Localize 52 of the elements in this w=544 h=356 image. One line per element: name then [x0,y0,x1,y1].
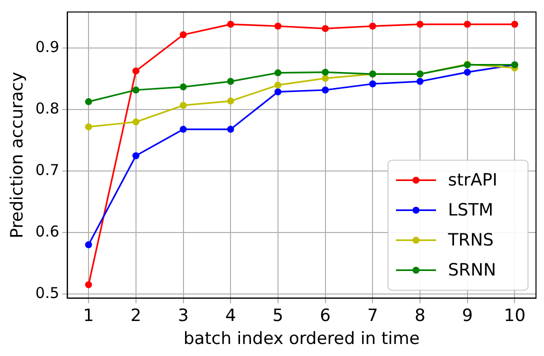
point [511,20,518,28]
point [274,82,282,89]
point [322,68,329,76]
x-tick-label: 7 [367,306,378,326]
legend-label: SRNN [448,260,496,281]
x-axis-title: batch index ordered in time [184,329,420,350]
x-tick-label: 3 [178,306,189,326]
legend-label: TRNS [447,230,494,251]
point [274,88,282,96]
point [132,152,140,160]
point [180,126,187,133]
point [274,69,282,76]
point [132,86,140,94]
point [85,123,92,130]
legend-label: LSTM [448,200,494,221]
point [132,67,140,74]
x-tick-label: 2 [130,306,142,326]
y-tick-label: 0.7 [35,160,60,179]
legend-label: strAPI [448,170,498,191]
point [85,98,92,106]
x-tick-label: 10 [504,306,526,326]
point [416,78,424,85]
point [227,126,234,133]
point [322,74,329,82]
y-tick-label: 0.8 [35,100,60,118]
x-tick-label: 9 [462,306,473,326]
x-tick-label: 4 [225,306,236,326]
point [227,78,234,85]
point [416,20,424,28]
point [180,102,187,109]
point [180,31,187,38]
y-tick-label: 0.9 [35,38,60,56]
y-axis-title: Prediction accuracy [8,72,28,238]
point [180,83,187,90]
y-tick-label: 0.5 [35,284,60,302]
point [227,98,234,105]
point [85,281,92,288]
point [85,241,92,248]
x-tick-label: 8 [414,306,426,326]
x-tick-label: 6 [320,306,331,326]
point [369,22,376,30]
point [227,20,234,28]
point [274,22,282,30]
point [369,80,376,88]
point [464,68,471,76]
x-tick-label: 1 [83,306,94,326]
point [322,86,329,94]
x-tick-label: 5 [272,306,284,326]
point [322,25,329,32]
point [132,118,140,126]
y-tick-label: 0.6 [35,222,60,240]
point [464,20,471,28]
